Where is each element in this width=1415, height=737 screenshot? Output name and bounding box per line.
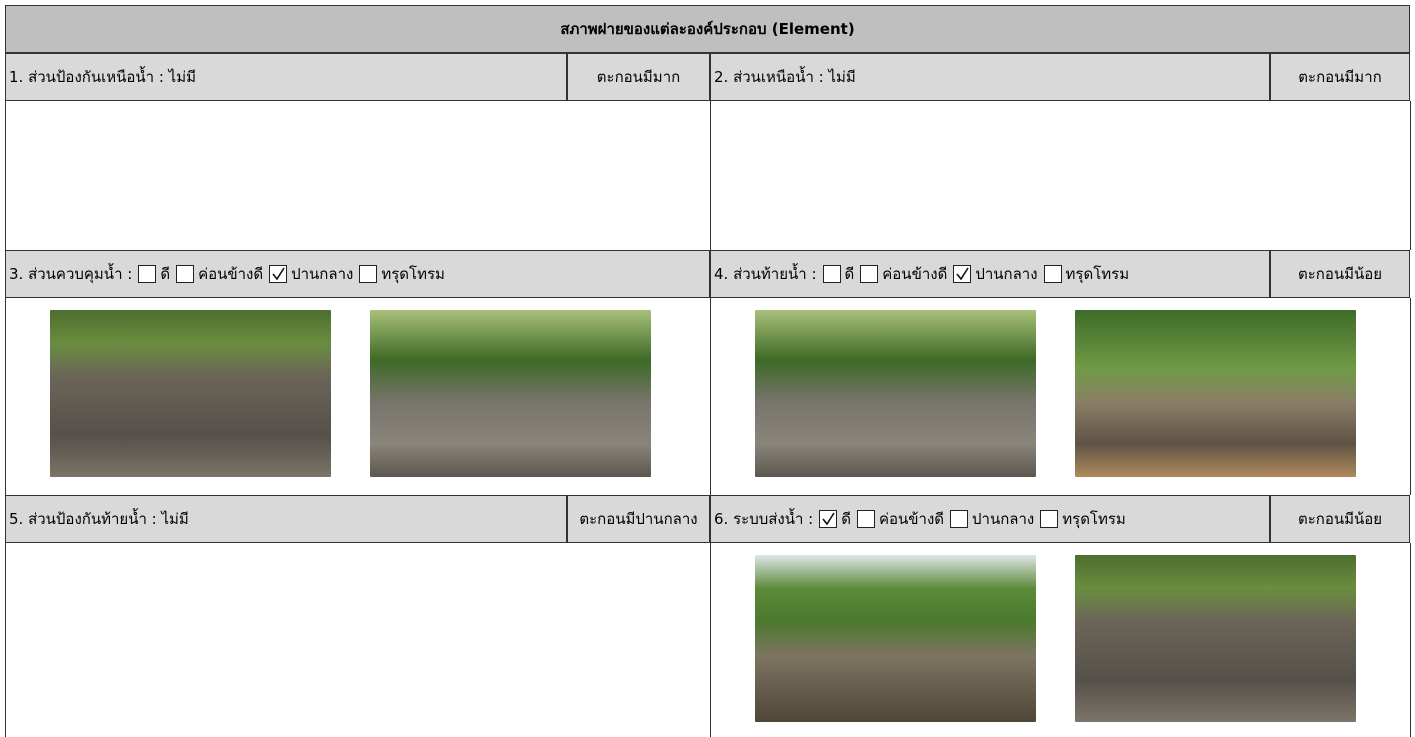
section-label: 5. ส่วนป้องกันท้ายน้ำ : ไม่มี	[9, 510, 189, 528]
section-label: 3. ส่วนควบคุมน้ำ :	[9, 265, 133, 283]
checkbox	[359, 265, 378, 283]
check-mark	[956, 267, 969, 281]
section-body	[5, 101, 711, 250]
option-label: ทรุดโทรม	[381, 265, 445, 283]
option-label: ปานกลาง	[972, 510, 1035, 528]
checkbox	[176, 265, 195, 283]
section-status: ตะกอนมีมาก	[567, 53, 710, 101]
photo	[1075, 555, 1356, 722]
option-label: ทรุดโทรม	[1062, 510, 1126, 528]
option-label: ค่อนข้างดี	[882, 265, 948, 283]
photo	[50, 310, 331, 477]
checkbox	[856, 510, 875, 528]
section-header: 3. ส่วนควบคุมน้ำ : ดี ค่อนข้างดี ปานกลาง ทรุ…	[5, 250, 710, 298]
section-status: ตะกอนมีมาก	[1270, 53, 1410, 101]
section-status: ตะกอนมีปานกลาง	[567, 495, 710, 543]
section-header: 4. ส่วนท้ายน้ำ : ดี ค่อนข้างดี ปานกลาง ทรุดโ…	[710, 250, 1270, 298]
section-header: 6. ระบบส่งน้ำ : ดี ค่อนข้างดี ปานกลาง ทรุดโท…	[710, 495, 1270, 543]
option-label: ดี	[160, 265, 171, 283]
photo	[755, 310, 1036, 477]
section-body	[710, 101, 1411, 250]
photo	[370, 310, 651, 477]
section-body	[5, 543, 711, 737]
option-label: ดี	[841, 510, 851, 528]
option-label: ทรุดโทรม	[1065, 265, 1130, 283]
checkbox	[822, 265, 841, 283]
checkbox	[819, 510, 838, 528]
section-body	[710, 543, 1411, 737]
option-label: ปานกลาง	[975, 265, 1038, 283]
section-label: 6. ระบบส่งน้ำ :	[714, 510, 814, 528]
option-label: ปานกลาง	[291, 265, 354, 283]
section-label: 1. ส่วนป้องกันเหนือน้ำ : ไม่มี	[9, 68, 196, 86]
option-label: ค่อนข้างดี	[198, 265, 264, 283]
checkbox	[269, 265, 288, 283]
section-label: 2. ส่วนเหนือน้ำ : ไม่มี	[714, 68, 856, 86]
checkbox	[860, 265, 879, 283]
section-body	[710, 298, 1411, 495]
table-title: สภาพฝายของแต่ละองค์ประกอบ (Element)	[5, 5, 1410, 53]
section-label: 4. ส่วนท้ายน้ำ :	[714, 265, 817, 283]
check-mark	[822, 512, 835, 526]
checkbox	[138, 265, 157, 283]
checkbox	[1040, 510, 1059, 528]
section-header: 1. ส่วนป้องกันเหนือน้ำ : ไม่มี	[5, 53, 567, 101]
checkbox	[953, 265, 972, 283]
option-label: ค่อนข้างดี	[878, 510, 945, 528]
photo	[1075, 310, 1356, 477]
photo	[755, 555, 1036, 722]
section-header: 5. ส่วนป้องกันท้ายน้ำ : ไม่มี	[5, 495, 567, 543]
checkbox	[1043, 265, 1062, 283]
checkbox	[950, 510, 969, 528]
section-status: ตะกอนมีน้อย	[1270, 495, 1410, 543]
check-mark	[272, 267, 285, 281]
section-status: ตะกอนมีน้อย	[1270, 250, 1410, 298]
section-header: 2. ส่วนเหนือน้ำ : ไม่มี	[710, 53, 1270, 101]
option-label: ดี	[844, 265, 855, 283]
